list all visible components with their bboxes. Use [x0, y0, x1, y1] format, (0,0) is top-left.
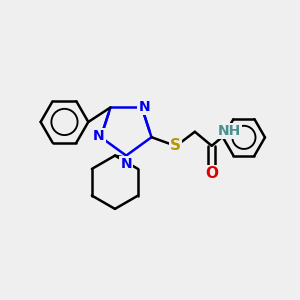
- Text: N: N: [138, 100, 150, 114]
- Text: N: N: [93, 129, 104, 143]
- Text: N: N: [120, 157, 132, 171]
- Text: NH: NH: [218, 124, 241, 138]
- Text: O: O: [205, 166, 218, 181]
- Text: S: S: [170, 138, 181, 153]
